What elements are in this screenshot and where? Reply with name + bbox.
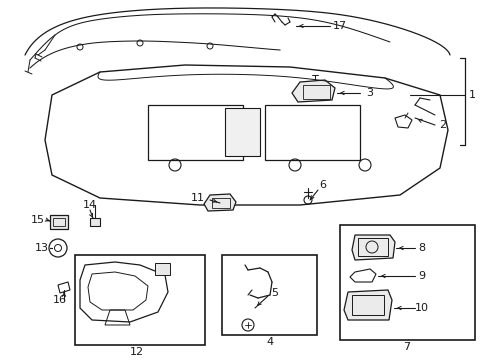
Bar [50, 215, 68, 229]
Text: 17: 17 [332, 21, 346, 31]
Text: 8: 8 [418, 243, 425, 253]
Text: 1: 1 [468, 90, 474, 100]
Bar [222, 255, 316, 335]
Text: 3: 3 [366, 88, 373, 98]
Text: 7: 7 [403, 342, 410, 352]
Text: 11: 11 [191, 193, 204, 203]
Bar [264, 105, 359, 160]
Polygon shape [291, 80, 334, 102]
Bar [148, 105, 243, 160]
Bar [351, 295, 383, 315]
Bar [303, 85, 329, 99]
Text: 15: 15 [31, 215, 45, 225]
Text: 13: 13 [35, 243, 49, 253]
Text: 14: 14 [83, 200, 97, 210]
Text: 12: 12 [130, 347, 144, 357]
Bar [53, 218, 65, 226]
Text: 6: 6 [319, 180, 326, 190]
Bar [75, 255, 204, 345]
Bar [357, 238, 387, 256]
Text: 9: 9 [418, 271, 425, 281]
Text: 16: 16 [53, 295, 67, 305]
Bar [155, 263, 170, 275]
Polygon shape [351, 235, 394, 260]
Text: 4: 4 [266, 337, 273, 347]
Bar [90, 218, 100, 226]
Bar [212, 198, 229, 208]
Polygon shape [203, 194, 236, 211]
Bar [224, 108, 260, 156]
Text: 10: 10 [414, 303, 428, 313]
Polygon shape [343, 290, 391, 320]
Text: 2: 2 [439, 120, 446, 130]
Bar [339, 225, 474, 340]
Text: 5: 5 [271, 288, 278, 298]
